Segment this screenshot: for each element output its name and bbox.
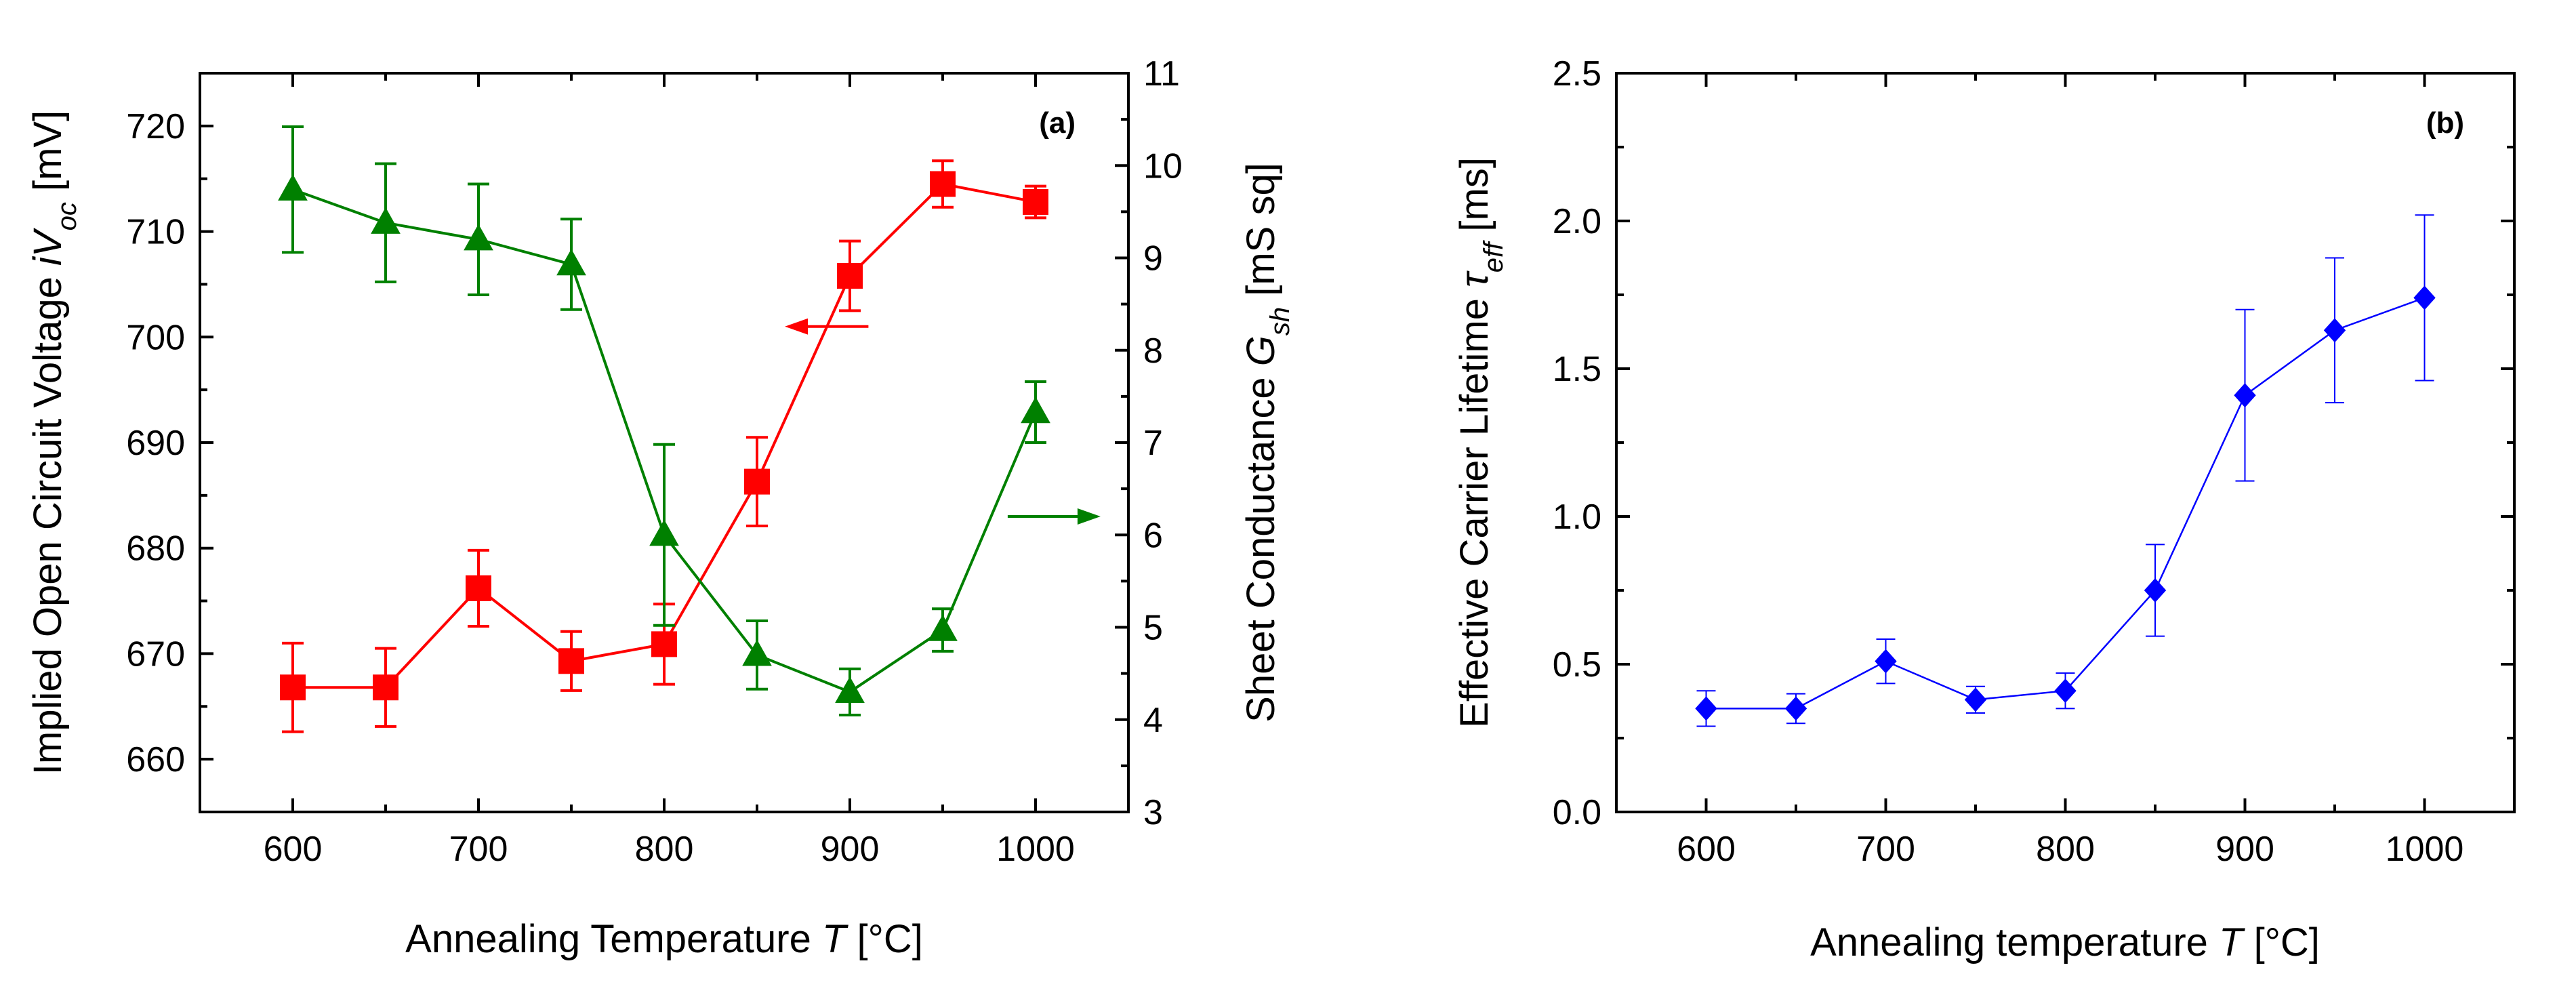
panel-a-left-y-tick-label: 670 (126, 634, 185, 674)
panel-a-right-y-tick-label: 5 (1143, 609, 1163, 648)
panel-b-series-lifetime-point (1964, 687, 1987, 712)
panel-a-right-y-tick-label: 6 (1143, 516, 1163, 555)
panel-a-left-y-tick-label: 680 (126, 529, 185, 569)
panel-a-series-conductance-point (928, 614, 958, 641)
panel-b-series-lifetime-point (2413, 285, 2436, 310)
panel-a-right-y-tick-label: 10 (1143, 146, 1183, 186)
panel-a-right-y-tick-label: 9 (1143, 239, 1163, 279)
panel-b-series-lifetime-point (1784, 696, 1807, 721)
panel-a-series-voltage-point (744, 468, 770, 495)
chart-panel-b: 600 700 800 900 1000 0.0 0.5 1.0 1.5 2.0 2.5 (b) A… (1452, 54, 2516, 964)
panel-a-right-y-tick-label: 7 (1143, 424, 1163, 463)
panel-b-series-layer (1695, 214, 2436, 727)
panel-a-series-conductance-point (556, 249, 586, 276)
panel-b-series-lifetime-point (2234, 383, 2256, 408)
panel-a-series-conductance-point (464, 224, 493, 251)
panel-a-series-conductance-point (371, 207, 401, 234)
panel-a-right-y-axis-title: Sheet Conductance Gsh [mS sq] (1239, 163, 1295, 723)
panel-a-right-y-tick-label: 3 (1143, 793, 1163, 832)
panel-a-series-conductance-point (649, 519, 679, 546)
panel-a-x-tick-label: 800 (635, 830, 694, 869)
panel-a-left-y-tick-label: 720 (126, 107, 185, 146)
panel-a-label: (a) (1039, 106, 1076, 140)
panel-a-series-voltage-point (930, 171, 956, 197)
panel-b-x-tick-label: 600 (1677, 830, 1736, 869)
panel-a-series-voltage-point (280, 674, 306, 701)
panel-a-left-y-axis-title: Implied Open Circuit Voltage iVoc [mV] (26, 110, 82, 775)
panel-b-x-tick-label: 1000 (2386, 830, 2464, 869)
panel-a-arrow-right-head (1077, 508, 1101, 525)
panel-a-series-voltage-point (651, 631, 677, 657)
panel-a-right-y-tick-label: 8 (1143, 331, 1163, 371)
panel-a-left-y-tick-label: 690 (126, 424, 185, 463)
panel-a-x-tick-label: 900 (821, 830, 880, 869)
panel-a-series-conductance-point (278, 174, 308, 201)
panel-a-series-voltage-point (837, 262, 863, 289)
panel-a-x-axis-title: Annealing Temperature T [°C] (405, 917, 923, 961)
panel-b-left-y-tick-label: 2.0 (1553, 202, 1601, 241)
panel-a-series-conductance-point (835, 676, 865, 704)
panel-b-x-axis-title: Annealing temperature T [°C] (1810, 920, 2320, 964)
panel-a-series-layer (278, 125, 1050, 733)
panel-b-x-tick-label: 800 (2036, 830, 2095, 869)
chart-panel-a: 600 700 800 900 1000660670680690700710720345… (26, 54, 1295, 961)
panel-a-arrow-left-head (785, 318, 809, 335)
panel-a-left-y-tick-label: 710 (126, 213, 185, 252)
panel-a-series-conductance-point (742, 639, 772, 666)
panel-b-left-y-tick-label: 0.5 (1553, 645, 1601, 685)
panel-a-right-y-tick-label: 4 (1143, 701, 1163, 740)
panel-a-series-voltage-point (373, 674, 398, 701)
panel-a-annotations (785, 318, 1101, 525)
panel-a-series-conductance-point (1021, 396, 1050, 424)
panel-a-left-y-tick-label: 660 (126, 740, 185, 779)
panel-a-axis-ticks: 600 700 800 900 1000660670680690700710720345… (126, 54, 1183, 869)
panel-b-label: (b) (2426, 106, 2464, 140)
panel-b-series-lifetime-point (1695, 696, 1717, 721)
panel-b-axis-ticks: 600 700 800 900 1000 0.0 0.5 1.0 1.5 2.0 2.5 (1553, 54, 2514, 869)
panel-b-x-tick-label: 700 (1856, 830, 1915, 869)
panel-a-x-tick-label: 700 (449, 830, 508, 869)
panel-b-left-y-tick-label: 1.0 (1553, 497, 1601, 537)
panel-a-x-tick-label: 600 (264, 830, 323, 869)
panel-b-y-axis-title: Effective Carrier Lifetime τeff [ms] (1452, 157, 1509, 728)
panel-b-x-tick-label: 900 (2215, 830, 2274, 869)
panel-a-series-voltage-point (466, 575, 491, 601)
panel-a-x-tick-label: 1000 (996, 830, 1075, 869)
panel-b-series-lifetime-point (2144, 578, 2167, 603)
panel-b-series-lifetime-point (2323, 318, 2346, 343)
panel-b-series-lifetime-point (2054, 678, 2077, 704)
panel-b-left-y-tick-label: 1.5 (1553, 350, 1601, 389)
panel-a-series-voltage-point (558, 648, 584, 674)
panel-b-left-y-tick-label: 0.0 (1553, 793, 1601, 832)
panel-a-right-y-tick-label: 11 (1143, 54, 1180, 94)
panel-b-series-lifetime-point (1875, 649, 1897, 674)
panel-a-series-voltage-point (1023, 188, 1048, 215)
panel-a-left-y-tick-label: 700 (126, 318, 185, 357)
panel-b-left-y-tick-label: 2.5 (1553, 54, 1601, 94)
